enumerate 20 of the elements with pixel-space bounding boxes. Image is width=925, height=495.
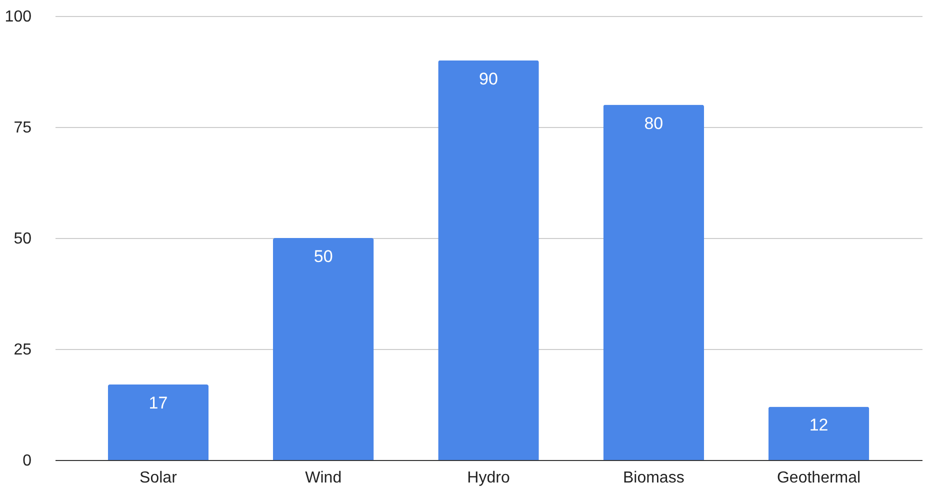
data-label: 90 [479, 69, 498, 88]
data-label: 80 [644, 114, 664, 133]
y-tick-label: 100 [4, 8, 32, 26]
data-label: 50 [314, 247, 333, 266]
bar [603, 104, 704, 460]
bar [272, 238, 374, 460]
bar [768, 406, 870, 460]
y-tick-label: 25 [14, 342, 32, 358]
x-tick-label: Hydro [467, 470, 510, 486]
y-tick-label: 0 [22, 452, 32, 470]
data-label: 17 [148, 394, 168, 413]
data-label: 12 [809, 416, 828, 435]
bar [108, 384, 209, 460]
y-tick-label: 50 [14, 230, 32, 248]
bar [438, 60, 539, 460]
x-tick-label: Wind [305, 470, 342, 486]
x-tick-label: Solar [140, 470, 178, 486]
y-tick-label: 75 [14, 120, 32, 136]
x-tick-label: Biomass [622, 470, 684, 486]
x-tick-label: Geothermal [776, 470, 861, 486]
